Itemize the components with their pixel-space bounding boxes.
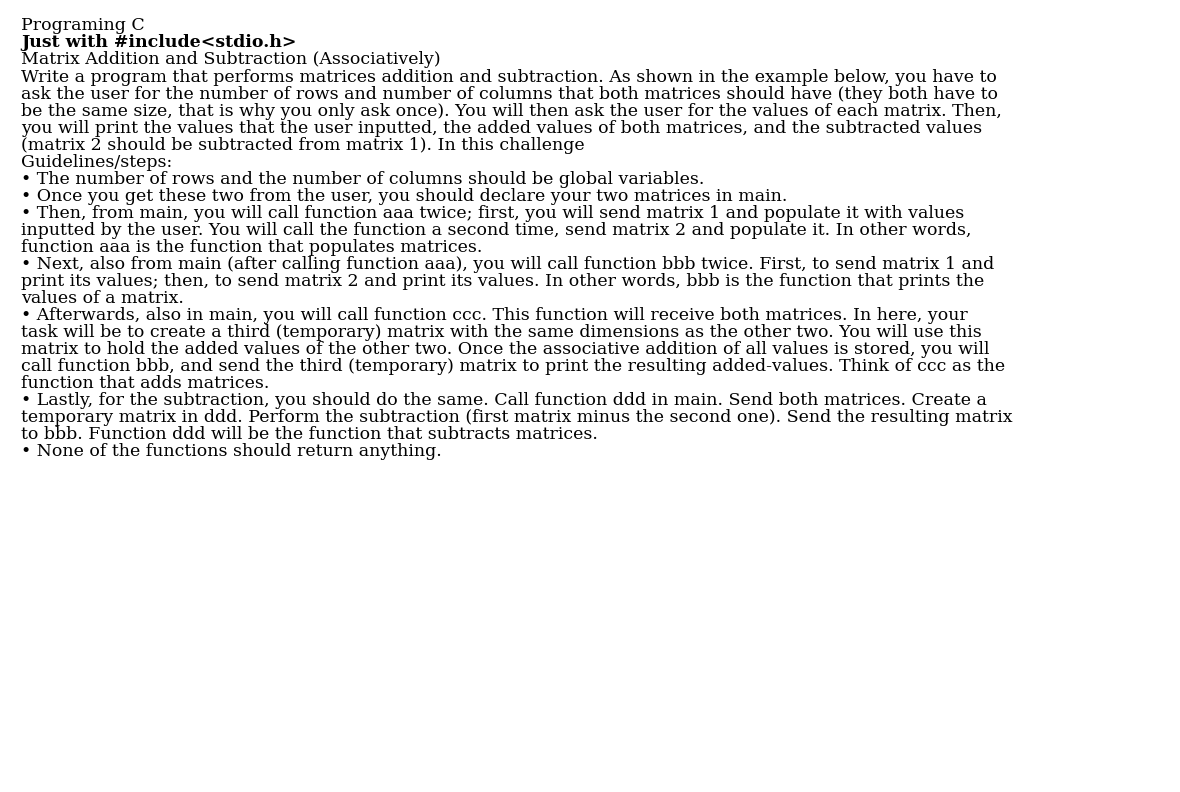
Text: print its values; then, to send matrix 2 and print its values. In other words, b: print its values; then, to send matrix 2… <box>21 272 984 290</box>
Text: matrix to hold the added values of the other two. Once the associative addition : matrix to hold the added values of the o… <box>21 341 990 358</box>
Text: task will be to create a third (temporary) matrix with the same dimensions as th: task will be to create a third (temporar… <box>21 324 982 341</box>
Text: function that adds matrices.: function that adds matrices. <box>21 375 269 392</box>
Text: Write a program that performs matrices addition and subtraction. As shown in the: Write a program that performs matrices a… <box>21 68 997 86</box>
Text: • Then, from main, you will call function aaa twice; first, you will send matrix: • Then, from main, you will call functio… <box>21 204 964 222</box>
Text: Guidelines/steps:: Guidelines/steps: <box>21 154 172 170</box>
Text: • None of the functions should return anything.: • None of the functions should return an… <box>21 443 442 460</box>
Text: • Next, also from main (after calling function aaa), you will call function bbb : • Next, also from main (after calling fu… <box>21 256 995 272</box>
Text: be the same size, that is why you only ask once). You will then ask the user for: be the same size, that is why you only a… <box>21 102 1002 120</box>
Text: Matrix Addition and Subtraction (Associatively): Matrix Addition and Subtraction (Associa… <box>21 51 441 68</box>
Text: ask the user for the number of rows and number of columns that both matrices sho: ask the user for the number of rows and … <box>21 86 998 102</box>
Text: • Once you get these two from the user, you should declare your two matrices in : • Once you get these two from the user, … <box>21 188 787 204</box>
Text: you will print the values that the user inputted, the added values of both matri: you will print the values that the user … <box>21 120 983 136</box>
Text: inputted by the user. You will call the function a second time, send matrix 2 an: inputted by the user. You will call the … <box>21 222 972 238</box>
Text: (matrix 2 should be subtracted from matrix 1). In this challenge: (matrix 2 should be subtracted from matr… <box>21 136 585 154</box>
Text: Just with #include<stdio.h>: Just with #include<stdio.h> <box>21 34 296 51</box>
Text: to bbb. Function ddd will be the function that subtracts matrices.: to bbb. Function ddd will be the functio… <box>21 426 598 443</box>
Text: • The number of rows and the number of columns should be global variables.: • The number of rows and the number of c… <box>21 170 704 188</box>
Text: • Afterwards, also in main, you will call function ccc. This function will recei: • Afterwards, also in main, you will cal… <box>21 307 968 324</box>
Text: temporary matrix in ddd. Perform the subtraction (first matrix minus the second : temporary matrix in ddd. Perform the sub… <box>21 409 1012 426</box>
Text: values of a matrix.: values of a matrix. <box>21 290 184 307</box>
Text: function aaa is the function that populates matrices.: function aaa is the function that popula… <box>21 238 483 256</box>
Text: Programing C: Programing C <box>21 17 145 34</box>
Text: • Lastly, for the subtraction, you should do the same. Call function ddd in main: • Lastly, for the subtraction, you shoul… <box>21 392 988 409</box>
Text: call function bbb, and send the third (temporary) matrix to print the resulting : call function bbb, and send the third (t… <box>21 358 1005 375</box>
